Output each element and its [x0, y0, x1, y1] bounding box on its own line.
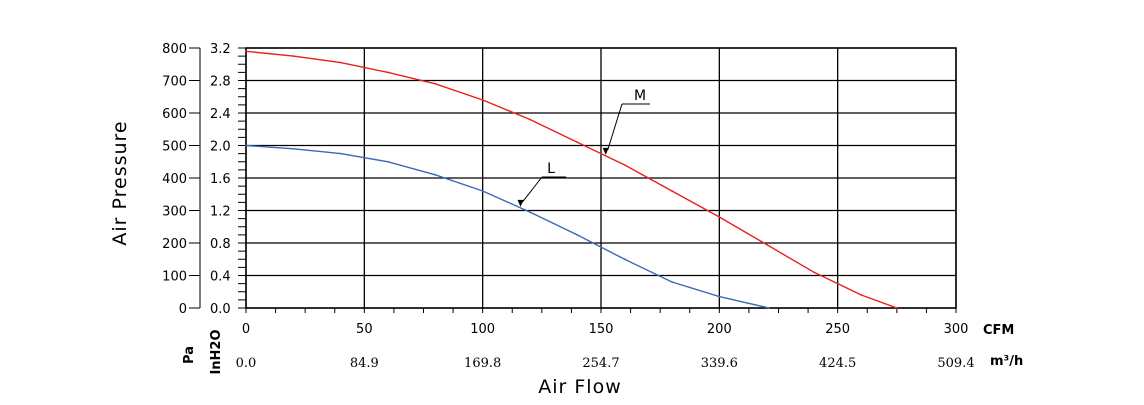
y-tick-label-inh2o: 3.2: [210, 42, 231, 57]
data-point-m: [718, 216, 721, 218]
x-tick-label-cfm: 300: [944, 322, 969, 337]
data-point-l: [481, 190, 484, 192]
y-tick-label-inh2o: 0.8: [210, 237, 231, 252]
data-point-l: [718, 295, 721, 298]
data-point-m: [387, 71, 389, 74]
x-tick-label-m3h: 254.7: [582, 356, 619, 371]
y-tick-label-inh2o: 0.4: [210, 270, 231, 285]
y-tick-label-inh2o: 2.0: [210, 140, 231, 155]
data-point-m: [245, 50, 247, 53]
data-point-m: [623, 164, 626, 166]
x-tick-label-cfm: 0: [242, 322, 250, 337]
y-tick-label-inh2o: 1.6: [210, 172, 231, 187]
y-tick-label-pa: 500: [162, 140, 187, 155]
data-point-l: [576, 233, 579, 236]
y-unit-pa: Pa: [182, 346, 197, 364]
data-point-l: [245, 144, 247, 147]
x-unit-m3h: m³/h: [990, 354, 1023, 369]
x-tick-label-cfm: 150: [589, 322, 614, 337]
x-axis-title: Air Flow: [538, 376, 622, 398]
y-tick-label-pa: 400: [162, 172, 187, 187]
y-tick-label-inh2o: 1.2: [210, 205, 231, 220]
y-tick-label-inh2o: 2.8: [210, 75, 231, 90]
y-tick-label-inh2o: 2.4: [210, 107, 231, 122]
labels: ML: [517, 88, 650, 207]
annotation-leader: [607, 103, 623, 151]
x-unit-cfm: CFM: [983, 323, 1014, 338]
y-tick-label-inh2o: 0.0: [210, 302, 231, 317]
data-point-m: [434, 82, 437, 85]
y-axis-title: Air Pressure: [109, 120, 131, 245]
x-tick-label-m3h: 84.9: [350, 356, 379, 371]
data-point-m: [895, 307, 898, 309]
data-point-l: [671, 281, 673, 283]
x-tick-label-cfm: 200: [707, 322, 732, 337]
data-point-m: [671, 190, 673, 192]
data-point-m: [529, 118, 531, 121]
y-tick-label-pa: 600: [162, 107, 187, 122]
y-tick-label-pa: 300: [162, 205, 187, 220]
x-tick-label-cfm: 50: [356, 322, 373, 337]
data-point-m: [765, 243, 768, 246]
data-point-m: [576, 141, 579, 144]
data-point-m: [292, 55, 295, 58]
data-point-m: [339, 61, 342, 64]
data-point-m: [481, 99, 484, 101]
axes: 01002003004005006007008000.00.40.81.21.6…: [109, 42, 1023, 398]
data-point-m: [860, 294, 863, 296]
series-line-l: [245, 144, 770, 309]
y-tick-label-pa: 100: [162, 270, 187, 285]
data-point-l: [768, 307, 770, 309]
y-tick-label-pa: 0: [179, 302, 187, 317]
curve-label-l: L: [547, 161, 555, 177]
grid: [245, 47, 957, 309]
curve-label-m: M: [634, 88, 646, 104]
data-point-l: [529, 211, 531, 214]
y-unit-inh2o: InH2O: [209, 329, 224, 374]
x-tick-label-m3h: 0.0: [236, 356, 257, 371]
series: [245, 50, 898, 309]
data-point-l: [387, 160, 389, 163]
x-tick-label-cfm: 100: [470, 322, 495, 337]
x-tick-label-cfm: 250: [825, 322, 850, 337]
data-point-l: [434, 173, 437, 176]
data-point-m: [813, 271, 815, 274]
data-point-l: [292, 147, 295, 150]
y-tick-label-pa: 200: [162, 237, 187, 252]
series-line-m: [245, 50, 898, 309]
annotation-leader: [522, 176, 543, 203]
x-tick-label-m3h: 339.6: [701, 356, 738, 371]
x-tick-label-m3h: 424.5: [819, 356, 856, 371]
data-point-l: [339, 152, 342, 155]
annotation-arrowhead: [602, 147, 609, 155]
y-tick-label-pa: 700: [162, 75, 187, 90]
x-tick-label-m3h: 169.8: [464, 356, 501, 371]
data-point-l: [623, 258, 626, 261]
annotation-arrowhead: [517, 199, 524, 207]
x-tick-label-m3h: 509.4: [937, 356, 974, 371]
y-tick-label-pa: 800: [162, 42, 187, 57]
